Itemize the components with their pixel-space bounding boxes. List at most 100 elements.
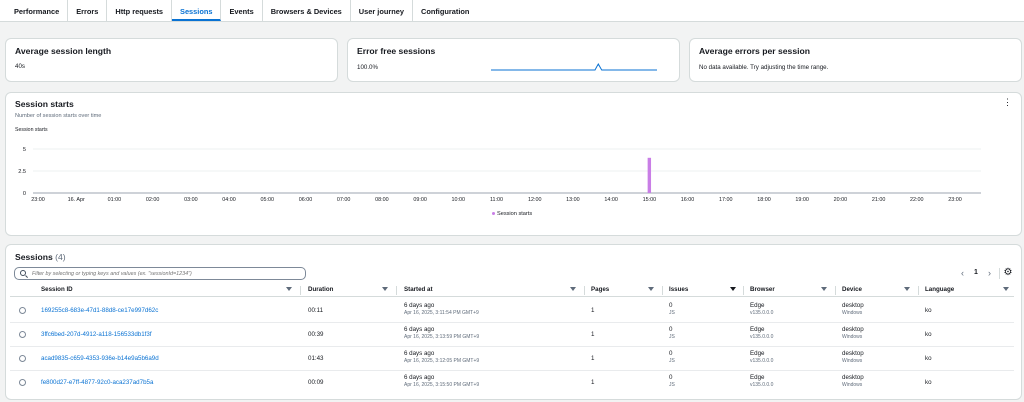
- session-id-link[interactable]: 3ffc6bed-207d-4912-a118-156533db1f3f: [41, 331, 152, 338]
- tab-errors[interactable]: Errors: [68, 0, 108, 21]
- y-tick-label: 2.5: [18, 169, 26, 175]
- started-relative: 6 days ago: [404, 350, 435, 357]
- device-type: desktop: [842, 350, 864, 357]
- device-os: Windows: [842, 333, 863, 340]
- chevron-left-icon[interactable]: ‹: [961, 268, 964, 278]
- search-icon: [20, 270, 26, 276]
- column-divider[interactable]: [584, 286, 585, 295]
- started-relative: 6 days ago: [404, 326, 435, 333]
- sessions-heading: Sessions (4): [15, 252, 66, 262]
- y-tick-label: 0: [23, 191, 26, 197]
- sort-caret-icon[interactable]: [821, 287, 827, 291]
- x-tick-label: 09:00: [413, 197, 427, 203]
- filter-box[interactable]: [14, 267, 306, 280]
- table-header: Session ID Duration Started at Pages Iss…: [10, 283, 1014, 297]
- avg-session-length-card: Average session length 40s: [5, 38, 338, 82]
- column-divider[interactable]: [662, 286, 663, 295]
- session-starts-subtitle: Number of session starts over time: [15, 113, 102, 119]
- issues-detail: JS: [669, 381, 675, 388]
- pagination: ‹ 1 ›: [961, 268, 1001, 279]
- page-number[interactable]: 1: [974, 269, 978, 276]
- column-divider[interactable]: [396, 286, 397, 295]
- vertical-ellipsis-icon[interactable]: ⋮: [1003, 97, 1012, 107]
- x-tick-label: 08:00: [375, 197, 389, 203]
- column-divider[interactable]: [918, 286, 919, 295]
- col-session-id[interactable]: Session ID: [41, 286, 73, 293]
- issues-cell: 0 JS: [669, 374, 675, 388]
- duration-cell: 00:09: [308, 379, 324, 386]
- issues-cell: 0 JS: [669, 350, 675, 364]
- sort-caret-icon[interactable]: [570, 287, 576, 291]
- row-select-radio[interactable]: [19, 307, 26, 314]
- x-tick-label: 23:00: [31, 197, 45, 203]
- device-cell: desktop Windows: [842, 302, 864, 316]
- browser-cell: Edge v135.0.0.0: [750, 302, 773, 316]
- row-select-radio[interactable]: [19, 379, 26, 386]
- col-issues[interactable]: Issues: [669, 286, 689, 293]
- pages-cell: 1: [591, 379, 595, 386]
- error-free-sessions-value: 100.0%: [357, 64, 378, 71]
- table-row[interactable]: fe800d27-e7ff-4877-92c0-aca237ad7b5a 00:…: [10, 371, 1014, 395]
- started-cell: 6 days ago Apr 16, 2025, 3:15:50 PM GMT+9: [404, 374, 479, 388]
- table-row[interactable]: 3ffc6bed-207d-4912-a118-156533db1f3f 00:…: [10, 323, 1014, 347]
- session-id-link[interactable]: fe800d27-e7ff-4877-92c0-aca237ad7b5a: [41, 379, 154, 386]
- browser-version: v135.0.0.0: [750, 309, 774, 316]
- table-row[interactable]: 169255c8-683e-47d1-88d8-ce17e997d62c 00:…: [10, 299, 1014, 323]
- tab-browsers-devices[interactable]: Browsers & Devices: [263, 0, 351, 21]
- language-cell: ko: [925, 355, 932, 362]
- column-divider[interactable]: [300, 286, 301, 295]
- issues-count: 0: [669, 326, 673, 333]
- session-id-link[interactable]: acad9835-c659-4353-936e-b14e9a5b6a9d: [41, 355, 159, 362]
- col-duration[interactable]: Duration: [308, 286, 334, 293]
- tab-events[interactable]: Events: [221, 0, 263, 21]
- sort-caret-icon[interactable]: [904, 287, 910, 291]
- x-tick-label: 07:00: [337, 197, 351, 203]
- device-cell: desktop Windows: [842, 326, 864, 340]
- sort-caret-icon[interactable]: [730, 287, 736, 291]
- x-tick-label: 17:00: [719, 197, 733, 203]
- row-select-radio[interactable]: [19, 355, 26, 362]
- gear-icon[interactable]: ⚙: [1003, 267, 1013, 278]
- sort-caret-icon[interactable]: [648, 287, 654, 291]
- sort-caret-icon[interactable]: [382, 287, 388, 291]
- pages-cell: 1: [591, 307, 595, 314]
- tab-configuration[interactable]: Configuration: [420, 7, 470, 16]
- table-row[interactable]: acad9835-c659-4353-936e-b14e9a5b6a9d 01:…: [10, 347, 1014, 371]
- col-browser[interactable]: Browser: [750, 286, 775, 293]
- sort-caret-icon[interactable]: [1003, 287, 1009, 291]
- started-cell: 6 days ago Apr 16, 2025, 3:12:05 PM GMT+9: [404, 350, 479, 364]
- issues-cell: 0 JS: [669, 302, 675, 316]
- duration-cell: 01:43: [308, 355, 324, 362]
- browser-version: v135.0.0.0: [750, 333, 774, 340]
- row-select-radio[interactable]: [19, 331, 26, 338]
- device-os: Windows: [842, 381, 863, 388]
- started-cell: 6 days ago Apr 16, 2025, 3:11:54 PM GMT+9: [404, 302, 479, 316]
- x-tick-label: 04:00: [222, 197, 236, 203]
- browser-cell: Edge v135.0.0.0: [750, 326, 773, 340]
- browser-name: Edge: [750, 302, 765, 309]
- tab-sessions[interactable]: Sessions: [172, 0, 222, 21]
- session-id-link[interactable]: 169255c8-683e-47d1-88d8-ce17e997d62c: [41, 307, 159, 314]
- browser-name: Edge: [750, 374, 765, 381]
- tab-user-journey[interactable]: User journey: [351, 0, 413, 21]
- browser-version: v135.0.0.0: [750, 357, 774, 364]
- col-device[interactable]: Device: [842, 286, 862, 293]
- device-type: desktop: [842, 374, 864, 381]
- x-tick-label: 13:00: [566, 197, 580, 203]
- x-tick-label: 03:00: [184, 197, 198, 203]
- chevron-right-icon[interactable]: ›: [988, 268, 991, 278]
- issues-detail: JS: [669, 357, 675, 364]
- col-language[interactable]: Language: [925, 286, 955, 293]
- language-cell: ko: [925, 331, 932, 338]
- sort-caret-icon[interactable]: [286, 287, 292, 291]
- col-started-at[interactable]: Started at: [404, 286, 433, 293]
- col-pages[interactable]: Pages: [591, 286, 610, 293]
- session-starts-title: Session starts: [15, 99, 74, 109]
- filter-input[interactable]: [32, 269, 302, 278]
- settings-divider: [999, 268, 1000, 279]
- issues-count: 0: [669, 374, 673, 381]
- column-divider[interactable]: [835, 286, 836, 295]
- tab-performance[interactable]: Performance: [6, 0, 69, 21]
- tab-http-requests[interactable]: Http requests: [107, 0, 173, 21]
- column-divider[interactable]: [743, 286, 744, 295]
